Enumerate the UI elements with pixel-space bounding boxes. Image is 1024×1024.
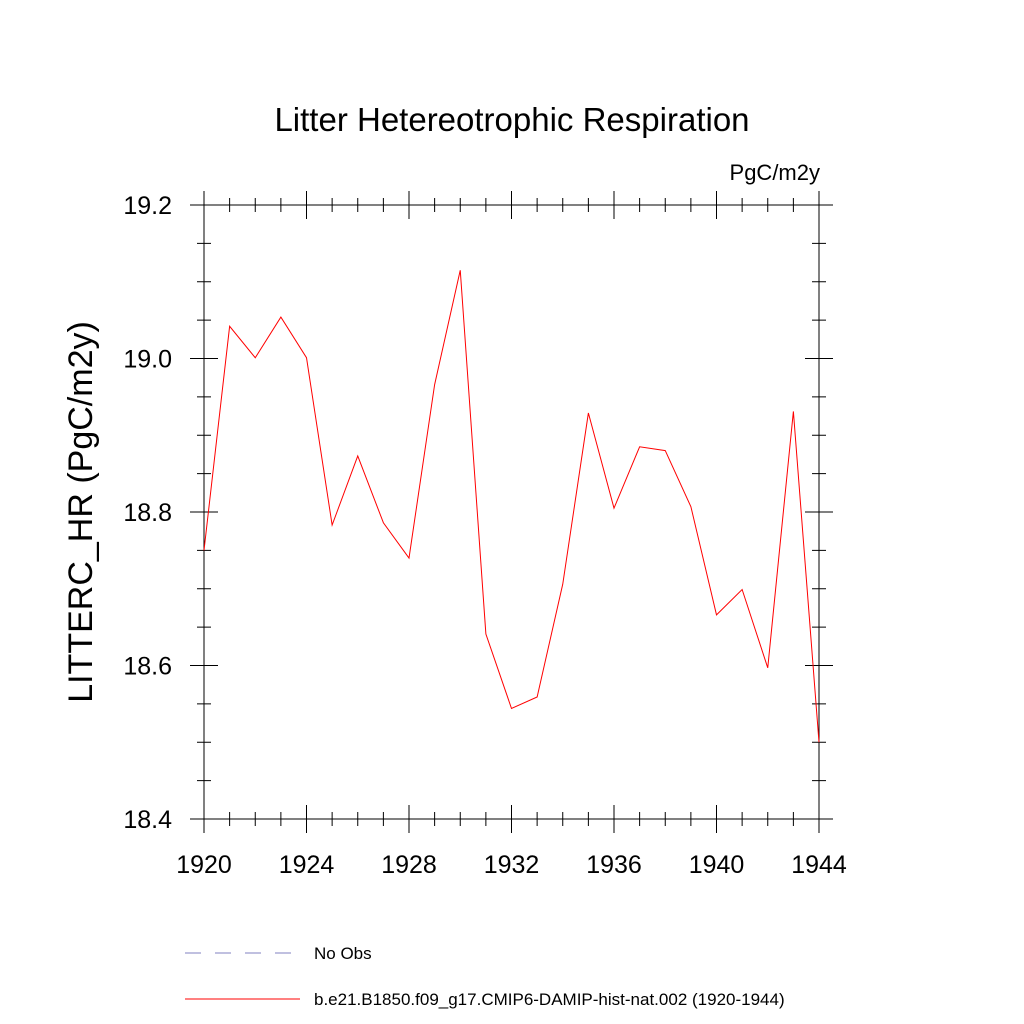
y-axis-label: LITTERC_HR (PgC/m2y): [62, 321, 100, 703]
axis-tick-labels: 1920 1924 1928 1932 1936 1940 1944 18.4 18.6 18.8…: [123, 192, 847, 879]
y-tick-label: 18.6: [123, 653, 172, 681]
x-tick-label: 1936: [586, 851, 642, 879]
axis-ticks: [190, 191, 833, 833]
units-label: PgC/m2y: [730, 160, 820, 185]
y-tick-label: 19.0: [123, 346, 172, 374]
y-tick-label: 18.8: [123, 499, 172, 527]
x-tick-label: 1944: [791, 851, 847, 879]
series-layer: [203, 270, 820, 743]
y-tick-label: 19.2: [123, 192, 172, 220]
x-tick-label: 1928: [381, 851, 437, 879]
x-tick-label: 1924: [279, 851, 335, 879]
series-line-0: [203, 270, 820, 743]
legend: No Obs b.e21.B1850.f09_g17.CMIP6-DAMIP-h…: [185, 944, 785, 1009]
x-tick-label: 1940: [689, 851, 745, 879]
x-tick-label: 1932: [484, 851, 540, 879]
y-tick-label: 18.4: [123, 806, 172, 834]
legend-label-series: b.e21.B1850.f09_g17.CMIP6-DAMIP-hist-nat…: [314, 990, 785, 1009]
x-tick-label: 1920: [176, 851, 232, 879]
chart-title: Litter Hetereotrophic Respiration: [274, 101, 749, 138]
legend-label-no-obs: No Obs: [314, 944, 372, 963]
plot-frame: [203, 204, 820, 820]
